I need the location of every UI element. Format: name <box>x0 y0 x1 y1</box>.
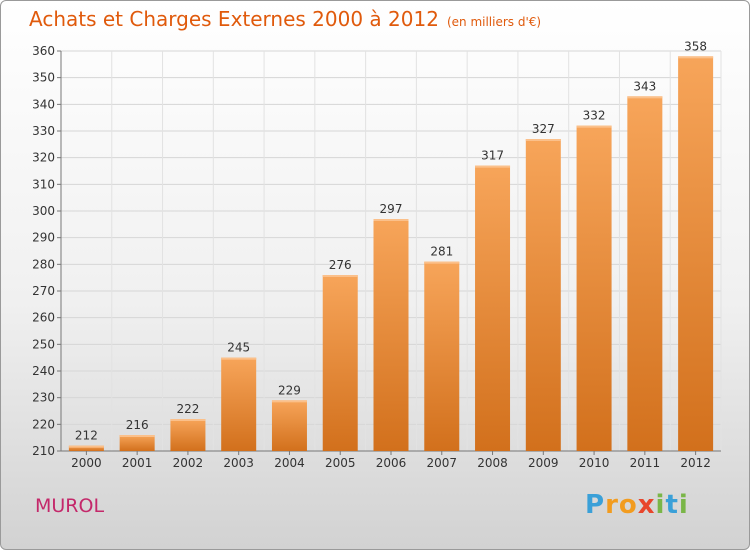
bar <box>678 56 714 451</box>
bar-highlight <box>424 261 460 264</box>
bar <box>424 261 460 451</box>
logo-letter: x <box>637 490 656 520</box>
bar-highlight <box>221 357 257 360</box>
proxiti-logo: Proxiti <box>585 490 689 520</box>
chart-unit: (en milliers d'€) <box>446 15 542 29</box>
y-tick-label: 270 <box>32 284 55 298</box>
data-label: 327 <box>532 122 555 136</box>
bar <box>627 96 663 451</box>
bar-highlight <box>119 435 155 437</box>
bar-highlight <box>322 275 358 277</box>
bar <box>170 419 206 451</box>
y-tick-label: 230 <box>32 391 55 405</box>
bar <box>271 400 307 451</box>
y-tick-label: 280 <box>32 257 55 271</box>
x-tick-label: 2005 <box>325 456 356 470</box>
chart-title: Achats et Charges Externes 2000 à 2012 (e… <box>29 7 541 31</box>
logo-letter: t <box>665 490 679 520</box>
data-label: 317 <box>481 149 504 163</box>
bar-highlight <box>627 96 663 99</box>
bar <box>525 139 561 451</box>
x-tick-label: 2002 <box>173 456 204 470</box>
logo-letter: P <box>585 490 606 520</box>
logo-letter: i <box>678 490 689 520</box>
y-tick-label: 340 <box>32 97 55 111</box>
bar <box>68 445 104 451</box>
data-label: 358 <box>684 39 707 53</box>
town-name: MUROL <box>35 495 105 517</box>
bar <box>475 165 511 451</box>
logo-letter: o <box>618 490 638 520</box>
x-tick-label: 2000 <box>71 456 102 470</box>
x-tick-label: 2004 <box>274 456 305 470</box>
x-tick-label: 2009 <box>528 456 559 470</box>
data-label: 276 <box>329 258 352 272</box>
y-tick-label: 300 <box>32 204 55 218</box>
bar-highlight <box>373 219 409 221</box>
data-label: 343 <box>633 79 656 93</box>
y-tick-label: 360 <box>32 44 55 58</box>
y-tick-label: 330 <box>32 124 55 138</box>
data-label: 281 <box>430 245 453 259</box>
y-tick-label: 320 <box>32 151 55 165</box>
data-label: 216 <box>126 418 149 432</box>
y-tick-label: 290 <box>32 231 55 245</box>
bar <box>576 125 612 452</box>
x-tick-label: 2003 <box>223 456 254 470</box>
y-tick-label: 350 <box>32 71 55 85</box>
bar-highlight <box>525 139 561 141</box>
y-tick-label: 210 <box>32 444 55 458</box>
bar-highlight <box>271 400 307 403</box>
chart-title-text: Achats et Charges Externes 2000 à 2012 <box>29 7 439 31</box>
labels: 210 220 230 240 250 260 270 280 290 300 310 320 330 3… <box>32 39 711 470</box>
y-tick-label: 310 <box>32 177 55 191</box>
y-tick-label: 260 <box>32 311 55 325</box>
data-label: 212 <box>75 429 98 443</box>
data-label: 229 <box>278 383 301 397</box>
bar-highlight <box>170 419 206 421</box>
data-label: 245 <box>227 341 250 355</box>
bar <box>119 435 155 451</box>
data-label: 332 <box>583 109 606 123</box>
data-label: 297 <box>380 202 403 216</box>
bar-highlight <box>576 125 612 128</box>
x-tick-label: 2001 <box>122 456 153 470</box>
logo-letter: r <box>605 490 619 520</box>
bar <box>221 357 257 451</box>
bar-highlight <box>68 445 104 448</box>
bar <box>322 275 358 451</box>
x-tick-label: 2011 <box>630 456 661 470</box>
bars <box>68 56 714 452</box>
bar-highlight <box>678 56 714 59</box>
x-tick-label: 2007 <box>426 456 457 470</box>
y-tick-label: 240 <box>32 364 55 378</box>
x-tick-label: 2006 <box>376 456 407 470</box>
logo-letter: i <box>655 490 666 520</box>
bar-highlight <box>475 165 511 168</box>
y-tick-label: 220 <box>32 417 55 431</box>
y-tick-label: 250 <box>32 337 55 351</box>
x-tick-label: 2012 <box>680 456 711 470</box>
x-tick-label: 2008 <box>477 456 508 470</box>
bar <box>373 219 409 451</box>
x-tick-label: 2010 <box>579 456 610 470</box>
data-label: 222 <box>176 402 199 416</box>
